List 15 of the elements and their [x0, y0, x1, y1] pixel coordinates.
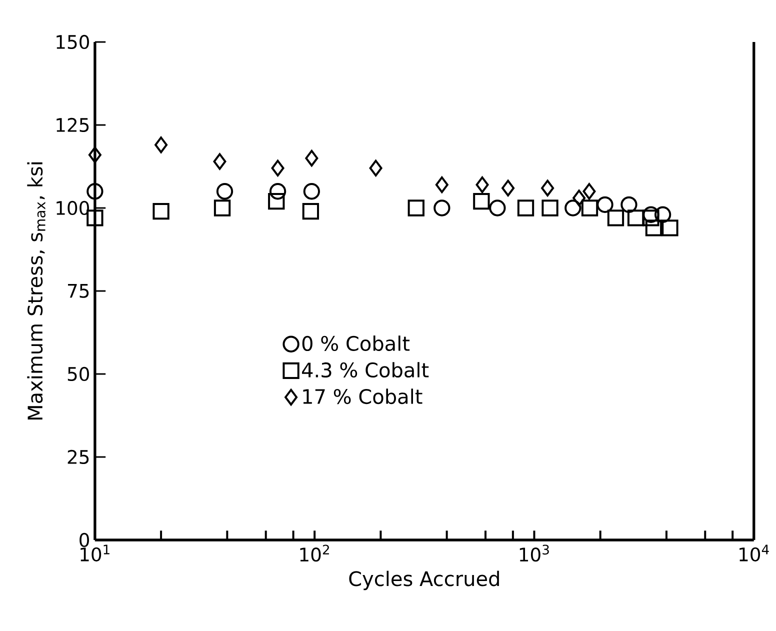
- y-tick-label: 75: [68, 284, 89, 298]
- y-axis-title: Maximum Stress, s$_{max}$, ksi: [27, 162, 46, 420]
- y-tick-label: 0: [80, 532, 89, 548]
- y-tick-label: 25: [68, 450, 89, 464]
- x-tick-label: 10$^{4}$: [740, 544, 769, 562]
- legend-label: 0 % Cobalt: [302, 336, 410, 352]
- y-tick-label: 125: [56, 118, 89, 132]
- x-axis-title: Cycles Accrued: [349, 570, 499, 590]
- x-tick-label: 10$^{3}$: [520, 544, 549, 562]
- legend-label: 4.3 % Cobalt: [302, 362, 429, 378]
- y-tick-label: 50: [68, 366, 89, 382]
- y-tick-label: 100: [56, 200, 89, 216]
- legend-label: 17 % Cobalt: [303, 388, 422, 404]
- y-tick-label: 150: [56, 34, 89, 50]
- x-tick-label: 10$^{2}$: [300, 544, 329, 562]
